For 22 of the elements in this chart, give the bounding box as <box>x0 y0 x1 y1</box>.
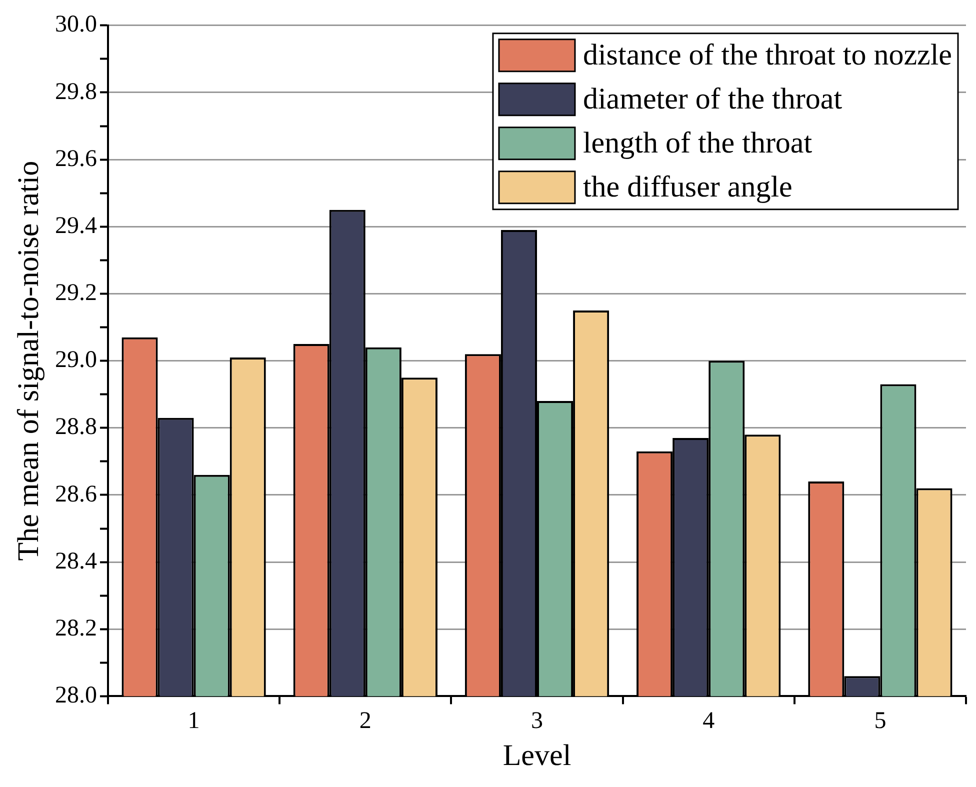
y-tick-label: 28.4 <box>55 548 97 574</box>
y-tick-label: 29.0 <box>55 347 97 374</box>
y-tick-label: 29.6 <box>55 146 97 172</box>
y-axis-title: The mean of signal-to-noise ratio <box>12 160 45 561</box>
legend-label: length of the throat <box>582 126 813 160</box>
y-tick-label: 29.8 <box>55 78 97 105</box>
y-tick-label: 28.2 <box>55 615 97 642</box>
y-tick-label: 28.8 <box>55 414 97 440</box>
legend-label: distance of the throat to nozzle <box>582 38 952 72</box>
x-tick-label: 5 <box>874 708 886 734</box>
x-axis-title: Level <box>502 738 572 772</box>
y-tick-label: 30.0 <box>55 12 97 38</box>
x-tick-label: 1 <box>188 708 200 734</box>
y-tick-label: 28.6 <box>55 481 97 508</box>
x-tick-label: 2 <box>359 708 372 734</box>
x-tick-label: 4 <box>702 708 715 734</box>
legend-label: the diffuser angle <box>582 170 792 204</box>
y-tick-label: 29.4 <box>55 212 97 239</box>
y-tick-label: 28.0 <box>55 682 97 708</box>
legend-label: diameter of the throat <box>582 82 843 116</box>
y-tick-label: 29.2 <box>55 280 97 306</box>
x-tick-label: 3 <box>531 708 543 734</box>
